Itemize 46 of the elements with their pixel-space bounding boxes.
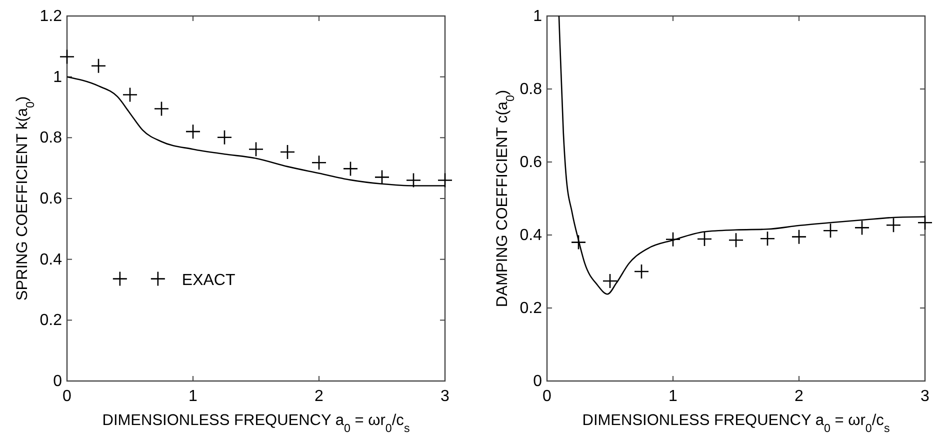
point: [760, 231, 776, 246]
point: [342, 161, 358, 176]
point: [917, 214, 933, 230]
legend-label: EXACT: [182, 272, 236, 289]
x-tick-label: 2: [794, 388, 804, 405]
point: [665, 232, 681, 248]
y-tick-label: 0.6: [40, 190, 62, 208]
point: [696, 231, 712, 247]
point: [311, 154, 327, 170]
point: [822, 222, 838, 238]
point: [185, 124, 201, 140]
point: [886, 217, 902, 233]
x-tick-label: 3: [920, 388, 930, 405]
point: [728, 232, 744, 248]
x-tick-label: 1: [668, 388, 678, 405]
point: [122, 87, 138, 102]
point: [90, 58, 106, 74]
y-tick-label: 0: [533, 373, 542, 390]
point: [854, 220, 870, 236]
point: [154, 101, 170, 116]
y-tick-label: 0.4: [40, 251, 62, 268]
x-tick-label: 1: [188, 388, 198, 405]
y-tick-label: 0.8: [520, 81, 542, 98]
point: [280, 144, 296, 160]
point: [374, 170, 390, 185]
x-tick-label: 3: [440, 388, 450, 405]
point: [791, 229, 807, 244]
y-tick-label: 0.4: [520, 227, 542, 244]
x-axis-title: DIMENSIONLESS FREQUENCY a$_{0}$ = ωr$_{0}$/c$_{s}$: [582, 412, 890, 434]
x-axis-title: DIMENSIONLESS FREQUENCY a$_{0}$ = ωr$_{0}$/c$_{s}$: [102, 412, 410, 434]
y-tick-label: 1: [533, 8, 542, 25]
point: [216, 130, 232, 146]
y-tick-label: 0: [53, 373, 62, 390]
x-tick-label: 2: [314, 388, 324, 405]
point: [406, 172, 422, 188]
point: [602, 273, 618, 289]
point: [570, 234, 586, 250]
point: [248, 142, 264, 157]
y-tick-label: 0.2: [520, 300, 542, 317]
point: [634, 264, 650, 280]
y-tick-label: 0.2: [40, 312, 62, 330]
y-tick-label: 0.6: [520, 154, 542, 171]
point: [59, 49, 75, 64]
y-tick-label: 1.2: [40, 8, 62, 25]
y-tick-label: 1: [53, 68, 62, 86]
y-tick-label: 0.8: [40, 130, 62, 147]
